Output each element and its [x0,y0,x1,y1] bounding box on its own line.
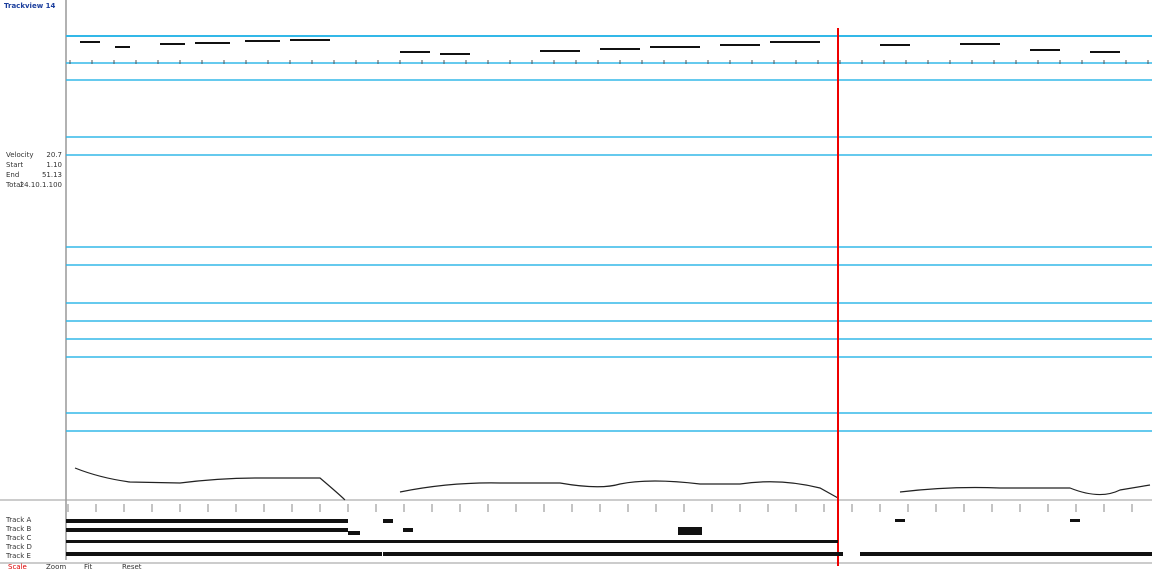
field-value: 24.10.1.100 [20,181,62,189]
field-value: 1.10 [46,161,62,169]
waveform [80,39,1120,55]
track-label: Track B [5,525,32,533]
track-bar [66,519,348,523]
track-label: Track E [5,552,31,560]
track-bar [383,519,393,523]
track-label: Track A [5,516,32,524]
track-label: Track C [5,534,32,542]
track-bar [66,528,348,532]
field-label: Total [5,181,22,189]
field-value: 20.7 [46,151,62,159]
guide-lines [66,62,1152,432]
track-bar [1070,519,1080,522]
footer-item[interactable]: Reset [122,563,142,571]
track-bar [383,552,843,556]
track-bars [66,519,1152,556]
trace-curve [74,467,1151,501]
track-bar [66,540,838,543]
footer-item[interactable]: Zoom [46,563,66,571]
track-bar [860,552,900,556]
field-label: Velocity [6,151,33,159]
track-bar [900,552,1152,556]
panel-title: Trackview 14 [4,2,55,10]
track-bar [403,528,413,532]
track-bar [895,519,905,522]
footer-item[interactable]: Scale [8,563,27,571]
track-bar [66,552,382,556]
track-bar [348,531,360,535]
track-label: Track D [5,543,32,551]
field-label: Start [6,161,23,169]
field-value: 51.13 [42,171,62,179]
footer-item[interactable]: Fit [84,563,92,571]
track-bar [678,527,702,535]
field-label: End [6,171,19,179]
